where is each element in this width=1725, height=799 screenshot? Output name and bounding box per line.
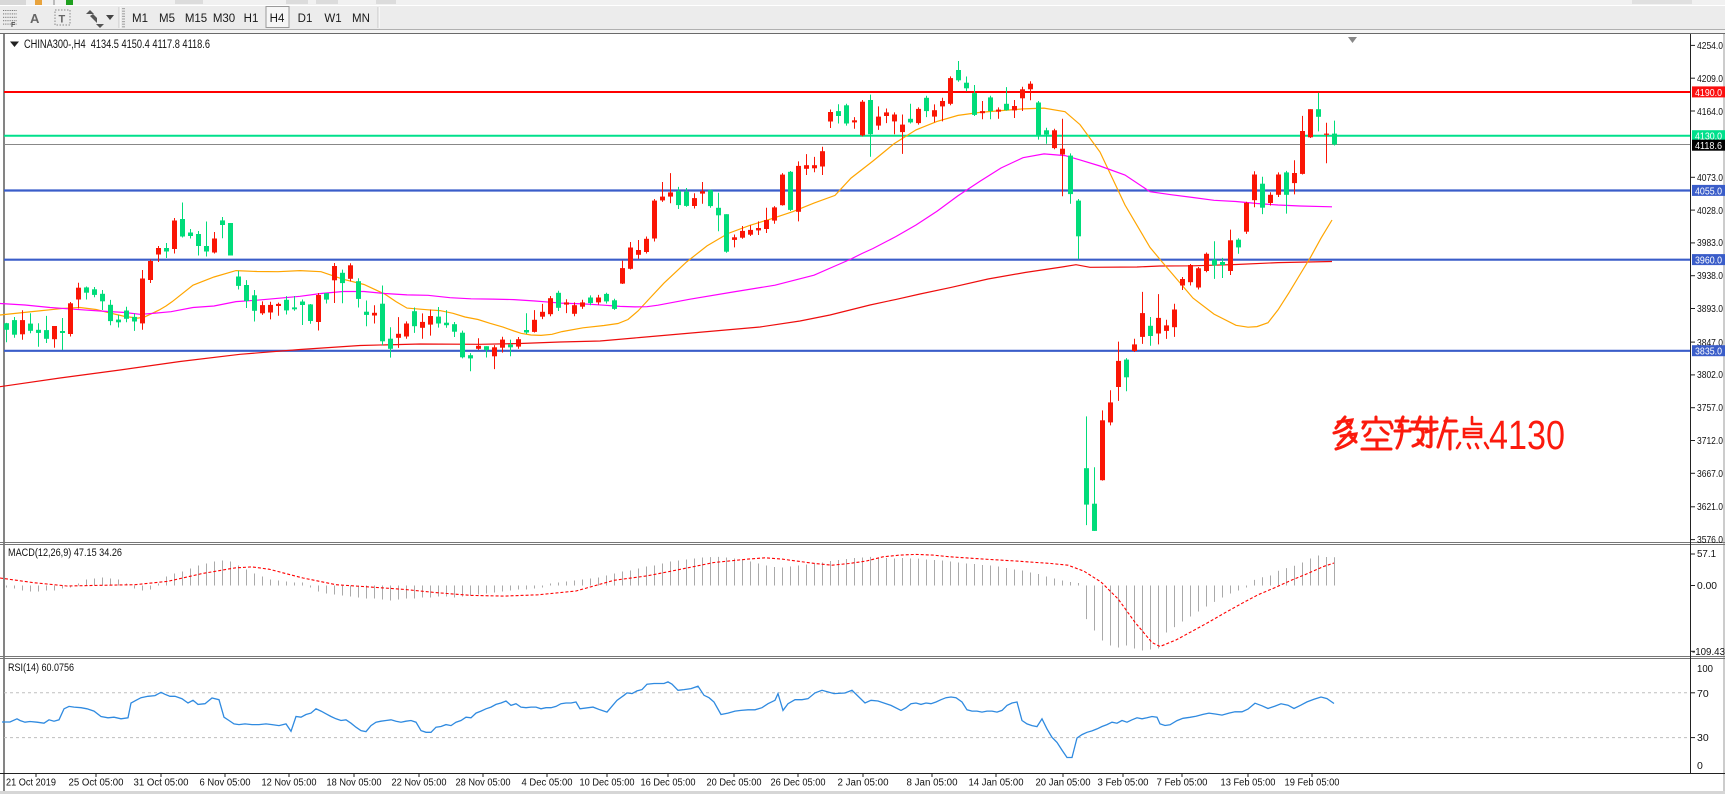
- svg-text:4209.0: 4209.0: [1697, 73, 1723, 85]
- svg-text:-109.43: -109.43: [1692, 646, 1725, 658]
- svg-text:H4: H4: [270, 13, 285, 25]
- svg-text:3757.0: 3757.0: [1697, 402, 1723, 414]
- svg-text:20 Dec 05:00: 20 Dec 05:00: [707, 778, 762, 789]
- svg-text:19 Feb 05:00: 19 Feb 05:00: [1285, 778, 1340, 789]
- svg-text:4055.0: 4055.0: [1695, 186, 1722, 197]
- svg-text:3893.0: 3893.0: [1697, 303, 1723, 315]
- svg-text:28 Nov 05:00: 28 Nov 05:00: [456, 778, 511, 789]
- svg-text:3983.0: 3983.0: [1697, 237, 1723, 249]
- svg-text:4190.0: 4190.0: [1695, 88, 1722, 99]
- svg-text:3835.0: 3835.0: [1695, 347, 1722, 358]
- svg-text:3938.0: 3938.0: [1697, 270, 1723, 282]
- svg-text:0.00: 0.00: [1697, 580, 1717, 592]
- svg-text:F: F: [11, 22, 16, 29]
- svg-text:M30: M30: [213, 13, 235, 25]
- svg-text:20 Jan 05:00: 20 Jan 05:00: [1036, 778, 1091, 789]
- svg-text:18 Nov 05:00: 18 Nov 05:00: [327, 778, 382, 789]
- svg-text:H1: H1: [244, 13, 259, 25]
- svg-text:3802.0: 3802.0: [1697, 369, 1723, 381]
- svg-text:4118.6: 4118.6: [1695, 141, 1722, 152]
- svg-text:2 Jan 05:00: 2 Jan 05:00: [838, 778, 889, 789]
- svg-text:14 Jan 05:00: 14 Jan 05:00: [969, 778, 1024, 789]
- svg-text:7 Feb 05:00: 7 Feb 05:00: [1157, 778, 1208, 789]
- svg-text:10 Dec 05:00: 10 Dec 05:00: [580, 778, 635, 789]
- svg-text:12 Nov 05:00: 12 Nov 05:00: [262, 778, 317, 789]
- svg-text:70: 70: [1697, 688, 1709, 700]
- svg-text:57.1: 57.1: [1697, 548, 1716, 560]
- svg-text:MACD(12,26,9) 47.15 34.26: MACD(12,26,9) 47.15 34.26: [8, 547, 122, 559]
- svg-text:16 Dec 05:00: 16 Dec 05:00: [641, 778, 696, 789]
- svg-text:100: 100: [1697, 663, 1713, 675]
- svg-text:4130: 4130: [1489, 412, 1565, 458]
- svg-text:3621.0: 3621.0: [1697, 501, 1723, 513]
- svg-text:4073.0: 4073.0: [1697, 172, 1723, 184]
- svg-text:13 Feb 05:00: 13 Feb 05:00: [1221, 778, 1276, 789]
- svg-text:M5: M5: [159, 13, 175, 25]
- svg-text:31 Oct 05:00: 31 Oct 05:00: [134, 778, 189, 789]
- svg-text:4164.0: 4164.0: [1697, 106, 1723, 118]
- svg-text:0: 0: [1697, 760, 1703, 772]
- svg-text:MN: MN: [352, 13, 370, 25]
- svg-text:3712.0: 3712.0: [1697, 435, 1723, 447]
- svg-text:3960.0: 3960.0: [1695, 256, 1722, 267]
- svg-text:M1: M1: [132, 13, 148, 25]
- svg-text:4254.0: 4254.0: [1697, 40, 1723, 52]
- svg-text:D1: D1: [298, 13, 313, 25]
- svg-text:A: A: [30, 11, 40, 26]
- svg-text:22 Nov 05:00: 22 Nov 05:00: [392, 778, 447, 789]
- svg-text:3667.0: 3667.0: [1697, 468, 1723, 480]
- svg-text:M15: M15: [185, 13, 207, 25]
- svg-text:8 Jan 05:00: 8 Jan 05:00: [907, 778, 958, 789]
- svg-text:4028.0: 4028.0: [1697, 205, 1723, 217]
- svg-text:CHINA300-,H4 4134.5 4150.4 41: CHINA300-,H4 4134.5 4150.4 4117.8 4118.6: [24, 39, 210, 51]
- svg-text:3576.0: 3576.0: [1697, 534, 1723, 546]
- svg-text:30: 30: [1697, 732, 1709, 744]
- svg-text:25 Oct 05:00: 25 Oct 05:00: [69, 778, 124, 789]
- svg-text:W1: W1: [324, 13, 341, 25]
- svg-text:21 Oct 2019: 21 Oct 2019: [6, 778, 56, 789]
- svg-text:26 Dec 05:00: 26 Dec 05:00: [771, 778, 826, 789]
- svg-text:3 Feb 05:00: 3 Feb 05:00: [1098, 778, 1149, 789]
- svg-text:T: T: [59, 14, 66, 26]
- svg-text:4130.0: 4130.0: [1695, 132, 1722, 143]
- svg-text:6 Nov 05:00: 6 Nov 05:00: [200, 778, 251, 789]
- svg-text:RSI(14) 60.0756: RSI(14) 60.0756: [8, 662, 74, 674]
- svg-text:4 Dec 05:00: 4 Dec 05:00: [522, 778, 573, 789]
